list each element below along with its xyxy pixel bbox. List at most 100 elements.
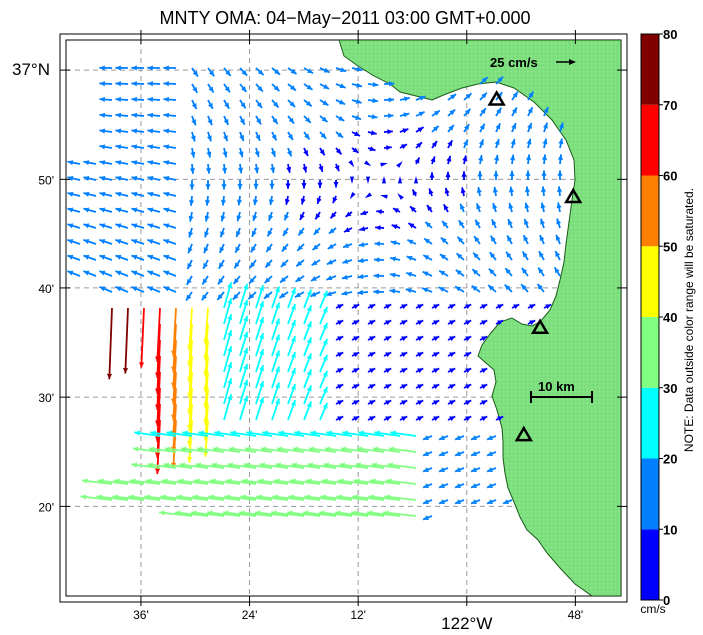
current-vector [132, 446, 161, 453]
current-vector [97, 478, 129, 485]
current-vector [385, 478, 417, 485]
current-vector [99, 191, 113, 197]
current-vector [319, 338, 329, 357]
current-vector [527, 303, 536, 310]
current-vector [341, 274, 353, 280]
current-vector [373, 273, 385, 279]
current-vector [367, 367, 376, 374]
current-vector [415, 111, 426, 117]
current-vector [319, 147, 326, 156]
colorbar-segment [641, 317, 659, 388]
colorbar-tick-label: 20 [663, 452, 677, 467]
current-vector [182, 430, 209, 437]
current-vector [479, 319, 488, 326]
current-vector [115, 112, 129, 118]
current-vector [383, 81, 395, 87]
current-vector [371, 462, 401, 469]
colorbar-tick-label: 30 [663, 381, 677, 396]
current-vector [357, 273, 369, 280]
current-vector [381, 176, 387, 184]
current-vector [260, 446, 289, 453]
current-vector [223, 378, 233, 405]
current-vector [352, 494, 385, 501]
current-vector [221, 163, 228, 174]
current-vector [373, 289, 385, 295]
current-vector [430, 156, 436, 165]
current-vector [216, 291, 225, 301]
current-vector [558, 138, 564, 149]
current-vector [255, 348, 265, 373]
current-vector [131, 270, 145, 277]
colorbar-segment [641, 529, 659, 600]
current-vector [431, 415, 440, 422]
current-vector [510, 138, 516, 149]
current-vector [202, 259, 209, 270]
current-vector [522, 234, 529, 245]
current-vector [356, 446, 385, 453]
current-vector [319, 67, 330, 74]
current-vector [438, 269, 449, 277]
current-vector [221, 180, 227, 190]
current-vector [554, 250, 561, 261]
current-vector [387, 462, 417, 469]
current-vector [131, 462, 161, 469]
current-vector [238, 510, 273, 517]
current-vector [288, 494, 321, 501]
current-vector [447, 139, 454, 149]
current-vector [463, 383, 472, 390]
current-vector [308, 446, 337, 453]
current-vector [422, 270, 433, 277]
current-vector [543, 303, 552, 310]
current-vector [359, 226, 369, 232]
current-vector [147, 462, 177, 469]
current-vector [313, 227, 321, 236]
current-vector [163, 65, 177, 71]
current-vector [264, 275, 273, 284]
current-vector [224, 494, 257, 501]
current-vector [479, 76, 489, 85]
current-vector [112, 494, 145, 501]
colorbar-tick-label: 50 [663, 239, 677, 254]
current-vector [204, 227, 210, 238]
current-vector [326, 275, 337, 281]
current-vector [454, 435, 465, 441]
current-vector [271, 302, 281, 325]
current-vector [495, 123, 501, 133]
current-vector [426, 204, 433, 213]
current-vector [463, 319, 472, 326]
lat-label: 50' [38, 173, 54, 187]
current-vectors [67, 65, 564, 521]
current-vector [247, 291, 257, 300]
current-vector [276, 446, 305, 453]
current-vector [422, 254, 433, 261]
current-vector [375, 225, 385, 231]
current-vector [319, 386, 329, 405]
current-vector [525, 154, 532, 165]
current-vector [241, 478, 273, 485]
current-vector [340, 446, 369, 453]
current-vector [555, 234, 561, 245]
current-vector [540, 202, 546, 213]
current-vector [461, 171, 467, 180]
current-vector [486, 467, 497, 473]
current-vector [374, 430, 401, 437]
east-station [564, 187, 583, 204]
current-vector [442, 203, 449, 213]
current-vector [458, 219, 465, 229]
current-vector [406, 239, 417, 245]
current-vector [390, 430, 417, 437]
current-vector [470, 467, 481, 473]
current-vector [67, 160, 81, 166]
lon-label: 36' [133, 608, 149, 622]
current-vector [253, 180, 259, 190]
current-vector [271, 366, 281, 389]
current-vector [358, 242, 369, 248]
current-vector [521, 267, 529, 277]
current-vector [190, 131, 196, 142]
current-vector [429, 172, 435, 180]
current-vector [223, 314, 233, 341]
current-vector [147, 65, 161, 71]
current-vector [147, 128, 161, 134]
current-vector [335, 99, 346, 106]
current-vector [431, 303, 440, 310]
